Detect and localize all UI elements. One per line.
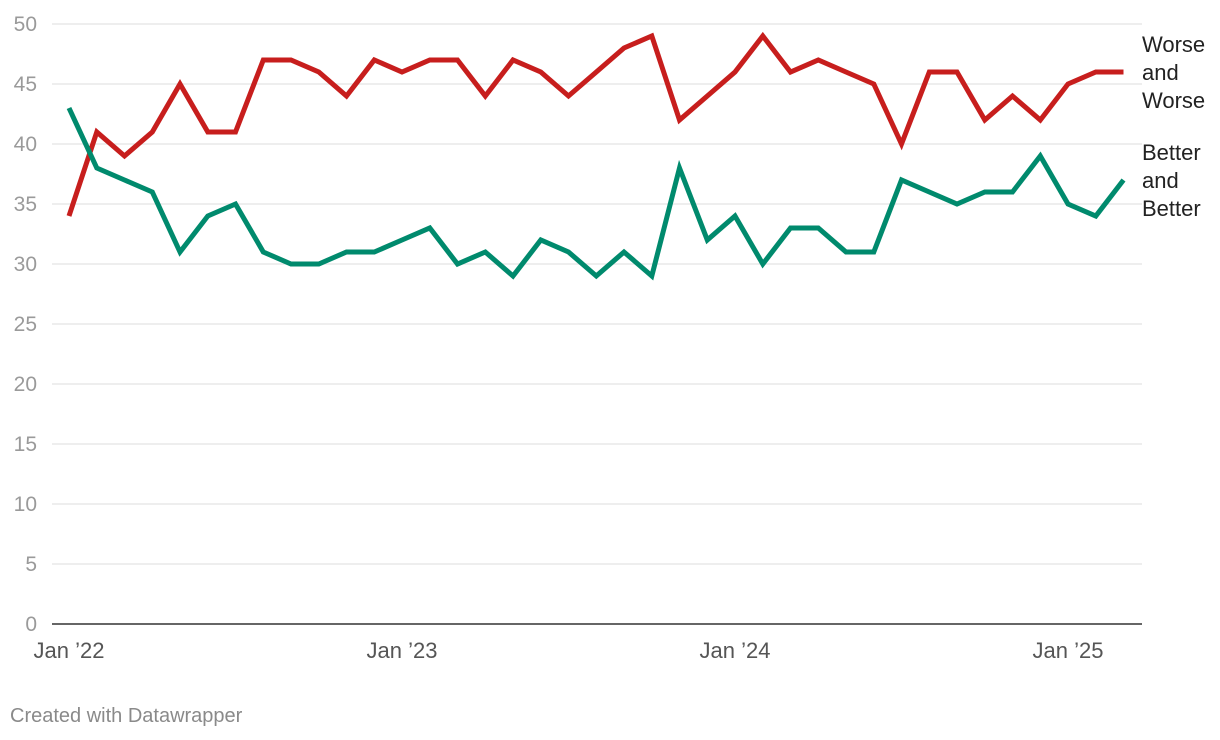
series-lines (66, 31, 1126, 281)
y-tick-label: 40 (14, 133, 37, 156)
y-axis-ticks: 0 5 10 15 20 25 30 35 40 45 50 (14, 13, 37, 636)
x-tick-label: Jan ’24 (700, 638, 771, 663)
x-tick-label: Jan ’22 (34, 638, 105, 663)
y-tick-label: 25 (14, 313, 37, 336)
series-labels: Worse and Worse Better and Better (1142, 32, 1205, 221)
series-line-worse (66, 31, 1124, 217)
y-tick-label: 20 (14, 373, 37, 396)
y-tick-label: 45 (14, 73, 37, 96)
y-tick-label: 50 (14, 13, 37, 36)
y-tick-label: 15 (14, 433, 37, 456)
y-tick-label: 0 (25, 613, 37, 636)
y-tick-label: 30 (14, 253, 37, 276)
x-tick-label: Jan ’23 (367, 638, 438, 663)
credit-text: Created with Datawrapper (10, 705, 243, 727)
series-label-better: Better and Better (1142, 140, 1201, 221)
y-tick-label: 5 (25, 553, 37, 576)
y-tick-label: 10 (14, 493, 37, 516)
y-tick-label: 35 (14, 193, 37, 216)
x-tick-label: Jan ’25 (1033, 638, 1104, 663)
series-line-better (66, 106, 1126, 281)
series-label-worse: Worse and Worse (1142, 32, 1205, 113)
x-axis-ticks: Jan ’22 Jan ’23 Jan ’24 Jan ’25 (34, 638, 1104, 663)
